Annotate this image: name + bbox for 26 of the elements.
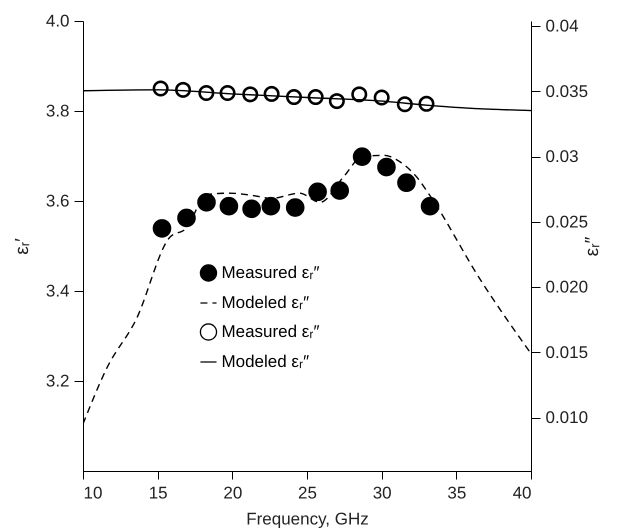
x-tick-label: 30	[372, 484, 392, 502]
y-tick-label: 3.4	[46, 282, 70, 300]
y2-tick-label: 0.020	[546, 278, 588, 297]
y2-tick-label: 0.04	[546, 16, 579, 36]
y-tick-label: 3.6	[46, 192, 70, 210]
y2-tick-label: 0.025	[546, 212, 588, 232]
y-tick-label: 3.2	[46, 372, 70, 390]
legend-label: Modeled εᵣ″	[221, 293, 310, 312]
y-axis-title: εᵣ′	[12, 238, 33, 255]
y-tick-label: 4.0	[46, 12, 70, 30]
y2-axis-title: εᵣ″	[582, 236, 604, 256]
y-tick-label: 3.8	[46, 102, 70, 120]
x-axis-title: Frequency, GHz	[246, 510, 369, 528]
x-tick-label: 10	[84, 484, 102, 502]
x-tick-label: 35	[447, 484, 466, 502]
legend-label: Modeled εᵣ″	[221, 352, 310, 371]
legend-label: Measured εᵣ″	[221, 322, 320, 341]
x-tick-label: 15	[148, 484, 168, 502]
y2-tick-label: 0.035	[546, 82, 588, 101]
x-tick-label: 40	[512, 484, 532, 502]
y2-tick-label: 0.010	[546, 408, 588, 428]
x-tick-label: 25	[298, 484, 317, 502]
y2-tick-label: 0.015	[546, 342, 588, 362]
y2-tick-label: 0.03	[546, 147, 579, 166]
legend-label: Measured εᵣ″	[221, 263, 320, 282]
x-tick-label: 20	[223, 484, 242, 502]
